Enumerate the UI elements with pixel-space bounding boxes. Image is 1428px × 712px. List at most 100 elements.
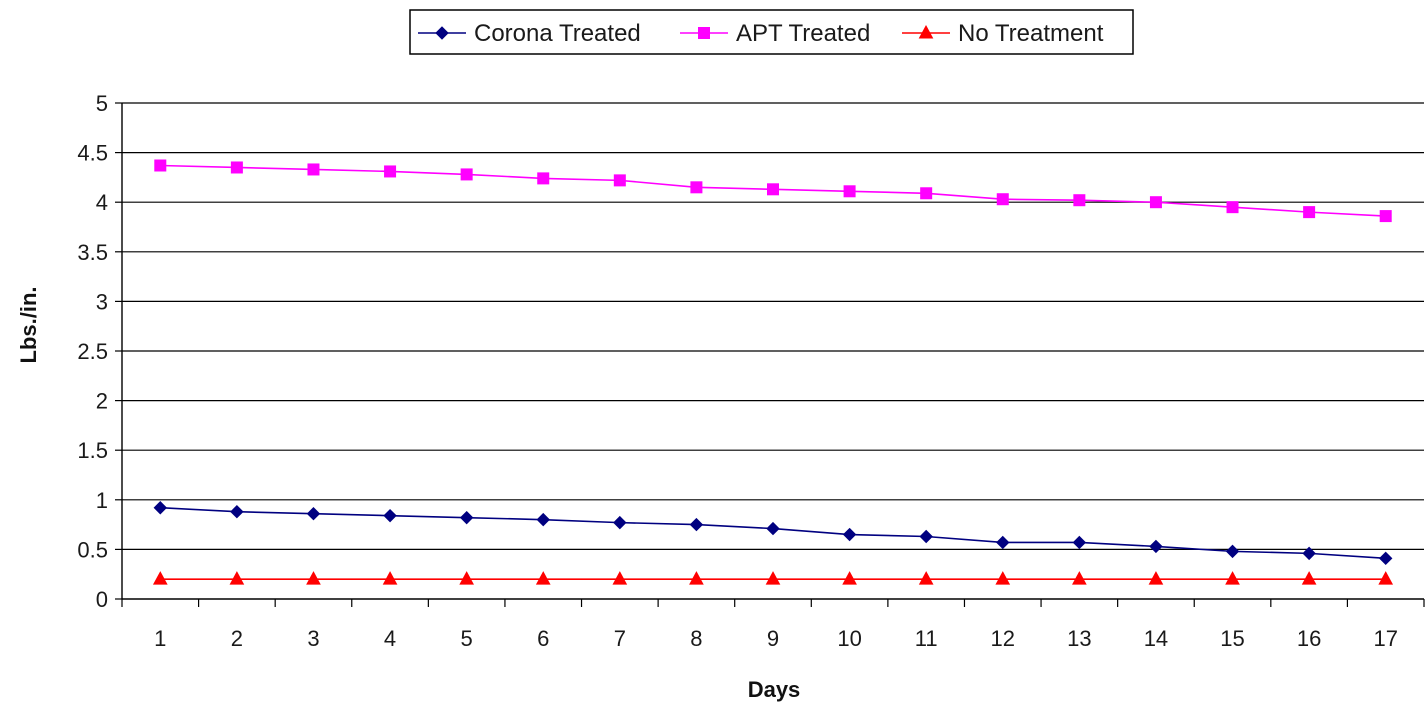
gridlines bbox=[122, 102, 1424, 551]
data-point bbox=[154, 159, 167, 172]
y-tick-label: 2.5 bbox=[77, 339, 108, 364]
x-tick-label: 10 bbox=[837, 626, 861, 651]
x-tick-label: 15 bbox=[1220, 626, 1244, 651]
y-tick-label: 0.5 bbox=[77, 537, 108, 562]
data-point bbox=[767, 183, 779, 196]
legend-marker bbox=[918, 24, 934, 39]
data-point bbox=[1225, 544, 1240, 559]
x-tick-label: 17 bbox=[1373, 626, 1397, 651]
data-point bbox=[1378, 551, 1393, 566]
data-point bbox=[996, 193, 1009, 206]
x-tick-labels: 1 2 3 4 5 6 7 8 9 10 11 12 13 14 15 16 17 bbox=[154, 626, 1398, 651]
data-point bbox=[690, 181, 703, 194]
data-point bbox=[460, 168, 473, 181]
data-point bbox=[230, 504, 244, 519]
data-point bbox=[1149, 196, 1162, 209]
axes bbox=[115, 102, 1425, 607]
data-point bbox=[843, 185, 856, 198]
data-point bbox=[1303, 206, 1316, 219]
data-point bbox=[307, 163, 320, 176]
x-tick-label: 9 bbox=[767, 626, 779, 651]
x-tick-label: 12 bbox=[991, 626, 1015, 651]
legend-label: APT Treated bbox=[736, 20, 870, 47]
y-tick-label: 4 bbox=[96, 190, 108, 215]
legend-label: Corona Treated bbox=[474, 20, 641, 47]
x-tick-label: 8 bbox=[690, 626, 702, 651]
legend-item: Corona Treated bbox=[418, 20, 641, 47]
y-tick-label: 3 bbox=[96, 289, 108, 314]
data-point bbox=[306, 571, 321, 585]
legend-label: No Treatment bbox=[958, 20, 1104, 47]
data-point bbox=[920, 187, 933, 200]
y-tick-label: 3.5 bbox=[77, 240, 108, 265]
data-point bbox=[382, 571, 398, 585]
data-point bbox=[612, 571, 628, 585]
data-point bbox=[842, 527, 857, 542]
x-tick-label: 11 bbox=[915, 626, 938, 651]
data-point bbox=[996, 535, 1010, 550]
data-point bbox=[1226, 201, 1239, 214]
data-point bbox=[613, 174, 626, 187]
y-tick-label: 4.5 bbox=[77, 141, 108, 166]
data-point bbox=[230, 161, 243, 174]
data-point bbox=[1072, 535, 1087, 550]
legend-item: APT Treated bbox=[680, 20, 870, 47]
data-point bbox=[1072, 571, 1087, 585]
data-point bbox=[383, 508, 397, 523]
x-tick-label: 3 bbox=[307, 626, 319, 651]
x-tick-label: 5 bbox=[461, 626, 473, 651]
legend-marker bbox=[698, 27, 710, 39]
y-tick-label: 5 bbox=[96, 91, 108, 116]
data-point bbox=[535, 571, 551, 585]
x-tick-label: 4 bbox=[384, 626, 396, 651]
series-no-treatment bbox=[152, 571, 1394, 585]
x-tick-label: 7 bbox=[614, 626, 626, 651]
data-point bbox=[384, 165, 397, 178]
data-point bbox=[1378, 571, 1394, 585]
data-point bbox=[689, 571, 704, 585]
legend-items: Corona Treated APT Treated No Treatment bbox=[418, 20, 1104, 47]
data-point bbox=[1073, 194, 1086, 207]
data-point bbox=[995, 571, 1011, 585]
data-point bbox=[1302, 546, 1316, 561]
data-point bbox=[459, 510, 474, 525]
x-tick-label: 6 bbox=[537, 626, 549, 651]
data-point bbox=[1149, 539, 1163, 554]
data-point bbox=[766, 521, 780, 536]
data-point bbox=[689, 517, 704, 532]
data-point bbox=[1225, 571, 1240, 585]
x-tick-label: 16 bbox=[1297, 626, 1321, 651]
data-point bbox=[613, 515, 627, 530]
data-point bbox=[152, 571, 168, 585]
x-tick-label: 14 bbox=[1144, 626, 1168, 651]
data-point bbox=[1148, 571, 1164, 585]
data-point bbox=[842, 571, 857, 585]
x-axis-title: Days bbox=[748, 677, 801, 702]
y-tick-label: 1.5 bbox=[77, 438, 108, 463]
data-point bbox=[765, 571, 781, 585]
y-tick-labels: 0 0.5 1 1.5 2 2.5 3 3.5 4 4.5 5 bbox=[77, 91, 108, 612]
x-tick-label: 13 bbox=[1067, 626, 1091, 651]
y-tick-label: 0 bbox=[96, 587, 108, 612]
series-apt-treated bbox=[154, 159, 1392, 223]
y-tick-label: 1 bbox=[96, 488, 108, 513]
data-point bbox=[229, 571, 245, 585]
x-tick-label: 2 bbox=[231, 626, 243, 651]
legend-marker bbox=[435, 26, 449, 40]
legend: Corona Treated APT Treated No Treatment bbox=[409, 9, 1134, 55]
data-point bbox=[919, 529, 933, 544]
series bbox=[152, 159, 1394, 585]
data-point bbox=[459, 571, 474, 585]
data-point bbox=[537, 172, 550, 185]
y-axis-title: Lbs./in. bbox=[16, 287, 41, 364]
data-point bbox=[306, 506, 321, 521]
x-tick-label: 1 bbox=[154, 626, 166, 651]
data-point bbox=[536, 512, 550, 527]
data-point bbox=[1379, 210, 1392, 223]
series-corona-treated bbox=[153, 501, 1393, 566]
legend-item: No Treatment bbox=[902, 20, 1104, 47]
y-tick-label: 2 bbox=[96, 389, 108, 414]
legend-box bbox=[409, 9, 1134, 55]
